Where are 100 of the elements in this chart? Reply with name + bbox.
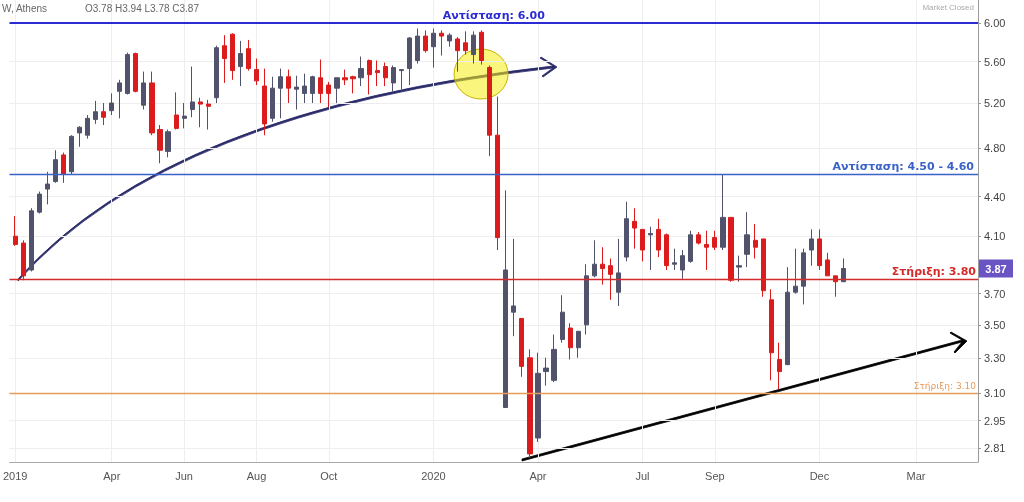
candlestick [375, 60, 380, 87]
y-tick-label: 3.50 [984, 318, 1006, 331]
candlestick [37, 191, 42, 214]
y-tick-label: 6.00 [984, 16, 1006, 29]
candlestick [278, 68, 283, 119]
candlestick [527, 348, 533, 459]
candlestick [479, 29, 484, 66]
candlestick [487, 65, 492, 157]
candlestick [793, 248, 798, 295]
candlestick [29, 207, 34, 272]
candlestick [383, 62, 388, 87]
annotation: W, Athens [2, 2, 48, 14]
candlestick [753, 223, 758, 259]
candlestick [350, 75, 356, 94]
candlestick [696, 231, 701, 245]
candlestick [286, 69, 291, 104]
candlestick [672, 248, 677, 271]
candlestick [149, 71, 155, 136]
candlestick [125, 52, 130, 95]
candlestick [190, 66, 195, 118]
candlestick [13, 215, 18, 247]
candlestick [801, 248, 806, 305]
candlestick [495, 96, 500, 251]
candlestick [560, 294, 565, 344]
candlestick [519, 317, 524, 378]
candlestick [69, 134, 74, 175]
candlestick [825, 252, 830, 277]
candlestick [367, 59, 372, 95]
candlestick [198, 97, 203, 128]
candlestick [568, 322, 573, 361]
candlestick [648, 226, 653, 271]
candlestick [222, 34, 227, 84]
candlestick [310, 75, 315, 104]
candlestick [720, 173, 726, 251]
candlestick [769, 288, 774, 381]
y-tick-label: 4.40 [984, 190, 1006, 203]
candlestick [576, 330, 581, 359]
candlestick [777, 342, 782, 390]
candlestick [254, 58, 259, 86]
annotation: 3.87 [985, 262, 1007, 275]
x-tick-label: Jul [635, 469, 650, 482]
x-tick-label: Apr [529, 469, 547, 482]
candlestick [399, 69, 404, 90]
candlestick [624, 201, 629, 262]
candlestick [785, 266, 790, 366]
candlestick [600, 246, 605, 286]
y-tick-label: 5.60 [984, 55, 1006, 68]
candlestick [157, 124, 163, 164]
candlestick [551, 334, 557, 383]
candlestick [439, 29, 444, 57]
candlestick [664, 232, 669, 271]
candlestick [246, 39, 251, 72]
candlestick [391, 65, 396, 92]
ref-line-label: Στήριξη: 3.10 [913, 381, 977, 392]
candlestick [141, 71, 146, 111]
y-tick-label: 2.95 [984, 414, 1006, 427]
candlestick [640, 228, 645, 262]
candlestick [109, 92, 114, 116]
annotation: Αντίσταση: 4.50 - 4.60 [832, 160, 975, 174]
x-tick-label: Apr [103, 469, 121, 482]
candlestick [463, 30, 468, 56]
candlestick [262, 68, 267, 136]
candlestick [101, 102, 106, 126]
x-tick-label: Sep [705, 469, 725, 482]
ref-line-label: Στήριξη: 3.80 [891, 264, 977, 278]
candlestick [93, 100, 98, 125]
y-tick-label: 3.70 [984, 287, 1006, 300]
candlestick [21, 239, 26, 281]
candlestick [584, 263, 589, 336]
y-tick-label: 4.10 [984, 230, 1006, 243]
candlestick [61, 152, 66, 184]
candlestick [165, 129, 171, 158]
candlestick [334, 77, 340, 104]
ref-line-label: Αντίσταση: 6.00 [442, 8, 546, 22]
y-tick-label: 3.10 [984, 386, 1006, 399]
candlestick [358, 56, 364, 87]
candlestick [117, 79, 122, 119]
candlestick [712, 230, 717, 251]
candlestick [415, 28, 420, 65]
candlestick [680, 249, 685, 280]
candlestick [45, 171, 50, 205]
candlestick [326, 81, 331, 108]
x-tick-label: Mar [906, 469, 926, 482]
candlestick [294, 75, 299, 111]
candlestick [270, 76, 275, 123]
x-tick-label: 2019 [2, 469, 28, 482]
x-tick-label: Oct [320, 469, 338, 482]
candlestick [728, 216, 734, 283]
candlestick [592, 239, 597, 278]
candlestick [238, 40, 243, 87]
candlestick [302, 73, 307, 104]
x-tick-label: 2020 [421, 469, 446, 482]
candlestick [656, 218, 661, 258]
candlestick [471, 30, 476, 65]
candlestick [608, 258, 613, 301]
candlestick [744, 211, 750, 268]
candlestick [214, 45, 219, 104]
candlestick [447, 32, 452, 48]
annotation: Market Closed [922, 2, 974, 12]
x-tick-label: Jun [175, 469, 193, 482]
